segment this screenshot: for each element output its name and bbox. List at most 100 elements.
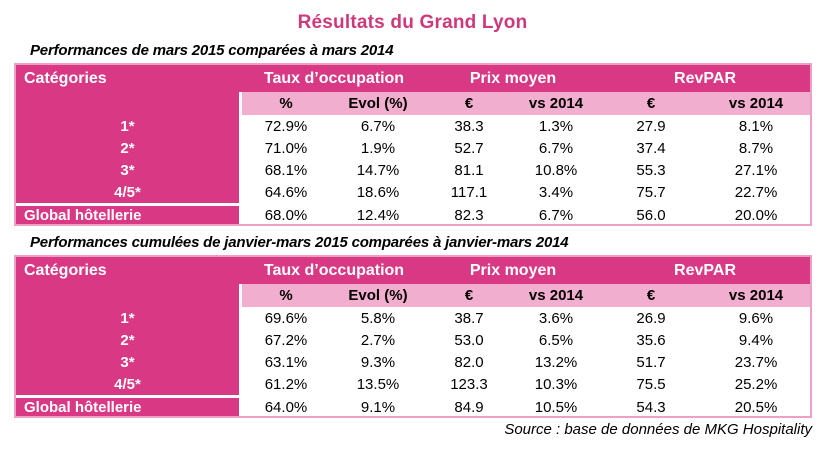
value-cell: 123.3 xyxy=(426,373,512,395)
table-row: 4/5* 64.6% 18.6% 117.1 3.4% 75.7 22.7% xyxy=(16,181,811,203)
category-cell: 1* xyxy=(16,307,242,329)
table-row: 2* 71.0% 1.9% 52.7 6.7% 37.4 8.7% xyxy=(16,137,811,159)
value-cell: 8.1% xyxy=(702,115,811,137)
value-cell: 53.0 xyxy=(426,329,512,351)
value-cell: 9.3% xyxy=(330,351,426,373)
table-row: 3* 63.1% 9.3% 82.0 13.2% 51.7 23.7% xyxy=(16,351,811,373)
value-cell: 27.1% xyxy=(702,159,811,181)
value-cell: 20.5% xyxy=(702,395,811,416)
value-cell: 61.2% xyxy=(242,373,330,395)
value-cell: 51.7 xyxy=(600,351,703,373)
value-cell: 25.2% xyxy=(702,373,811,395)
value-cell: 84.9 xyxy=(426,395,512,416)
value-cell: 6.7% xyxy=(512,203,601,224)
value-cell: 13.5% xyxy=(330,373,426,395)
value-cell: 37.4 xyxy=(600,137,703,159)
value-cell: 2.7% xyxy=(330,329,426,351)
value-cell: 3.4% xyxy=(512,181,601,203)
page-title: Résultats du Grand Lyon xyxy=(297,12,528,33)
sub-header-pm-vs2014: vs 2014 xyxy=(512,92,601,115)
sub-header-rp-vs2014: vs 2014 xyxy=(702,284,811,307)
value-cell: 81.1 xyxy=(426,159,512,181)
value-cell: 75.7 xyxy=(600,181,703,203)
sub-header-rp-eur: € xyxy=(600,92,703,115)
sub-header-rp-vs2014: vs 2014 xyxy=(702,92,811,115)
value-cell: 9.1% xyxy=(330,395,426,416)
table-row: 3* 68.1% 14.7% 81.1 10.8% 55.3 27.1% xyxy=(16,159,811,181)
sub-header-pm-eur: € xyxy=(426,92,512,115)
table-row: 4/5* 61.2% 13.5% 123.3 10.3% 75.5 25.2% xyxy=(16,373,811,395)
value-cell: 6.7% xyxy=(512,137,601,159)
table1-caption: Performances de mars 2015 comparées à ma… xyxy=(30,42,394,59)
value-cell: 54.3 xyxy=(600,395,703,416)
sub-header-pm-eur: € xyxy=(426,284,512,307)
value-cell: 10.3% xyxy=(512,373,601,395)
value-cell: 71.0% xyxy=(242,137,330,159)
col-header-revpar: RevPAR xyxy=(600,257,811,284)
value-cell: 55.3 xyxy=(600,159,703,181)
col-header-prix-moyen: Prix moyen xyxy=(426,257,601,284)
value-cell: 18.6% xyxy=(330,181,426,203)
value-cell: 27.9 xyxy=(600,115,703,137)
table-row: 1* 69.6% 5.8% 38.7 3.6% 26.9 9.6% xyxy=(16,307,811,329)
value-cell: 5.8% xyxy=(330,307,426,329)
value-cell: 75.5 xyxy=(600,373,703,395)
value-cell: 69.6% xyxy=(242,307,330,329)
value-cell: 63.1% xyxy=(242,351,330,373)
sub-header-row: % Evol (%) € vs 2014 € vs 2014 xyxy=(16,284,811,307)
total-label: Global hôtellerie xyxy=(16,395,242,416)
value-cell: 9.6% xyxy=(702,307,811,329)
value-cell: 52.7 xyxy=(426,137,512,159)
category-cell: 1* xyxy=(16,115,242,137)
table2-caption: Performances cumulées de janvier-mars 20… xyxy=(30,234,569,251)
sub-header-pm-vs2014: vs 2014 xyxy=(512,284,601,307)
sub-header-occ-evol: Evol (%) xyxy=(330,92,426,115)
sub-header-spacer xyxy=(16,92,242,115)
value-cell: 68.1% xyxy=(242,159,330,181)
category-cell: 4/5* xyxy=(16,373,242,395)
sub-header-row: % Evol (%) € vs 2014 € vs 2014 xyxy=(16,92,811,115)
value-cell: 56.0 xyxy=(600,203,703,224)
sub-header-rp-eur: € xyxy=(600,284,703,307)
value-cell: 22.7% xyxy=(702,181,811,203)
total-row: Global hôtellerie 68.0% 12.4% 82.3 6.7% … xyxy=(16,203,811,224)
category-cell: 4/5* xyxy=(16,181,242,203)
value-cell: 38.3 xyxy=(426,115,512,137)
value-cell: 67.2% xyxy=(242,329,330,351)
category-cell: 2* xyxy=(16,329,242,351)
value-cell: 38.7 xyxy=(426,307,512,329)
value-cell: 8.7% xyxy=(702,137,811,159)
col-header-categories: Catégories xyxy=(16,65,242,92)
sub-header-occ-evol: Evol (%) xyxy=(330,284,426,307)
value-cell: 82.3 xyxy=(426,203,512,224)
table-row: 1* 72.9% 6.7% 38.3 1.3% 27.9 8.1% xyxy=(16,115,811,137)
col-header-prix-moyen: Prix moyen xyxy=(426,65,601,92)
value-cell: 1.9% xyxy=(330,137,426,159)
value-cell: 10.5% xyxy=(512,395,601,416)
value-cell: 23.7% xyxy=(702,351,811,373)
sub-header-occ-pct: % xyxy=(242,284,330,307)
category-cell: 3* xyxy=(16,159,242,181)
table-row: 2* 67.2% 2.7% 53.0 6.5% 35.6 9.4% xyxy=(16,329,811,351)
table-cumul-janvier-mars: Catégories Taux d’occupation Prix moyen … xyxy=(14,255,813,418)
value-cell: 26.9 xyxy=(600,307,703,329)
category-cell: 3* xyxy=(16,351,242,373)
value-cell: 12.4% xyxy=(330,203,426,224)
value-cell: 20.0% xyxy=(702,203,811,224)
category-cell: 2* xyxy=(16,137,242,159)
group-header-row: Catégories Taux d’occupation Prix moyen … xyxy=(16,257,811,284)
group-header-row: Catégories Taux d’occupation Prix moyen … xyxy=(16,65,811,92)
total-label: Global hôtellerie xyxy=(16,203,242,224)
sub-header-spacer xyxy=(16,284,242,307)
value-cell: 35.6 xyxy=(600,329,703,351)
source-note: Source : base de données de MKG Hospital… xyxy=(504,421,812,438)
value-cell: 68.0% xyxy=(242,203,330,224)
value-cell: 64.0% xyxy=(242,395,330,416)
value-cell: 82.0 xyxy=(426,351,512,373)
col-header-categories: Catégories xyxy=(16,257,242,284)
col-header-taux-occupation: Taux d’occupation xyxy=(242,257,426,284)
value-cell: 14.7% xyxy=(330,159,426,181)
col-header-taux-occupation: Taux d’occupation xyxy=(242,65,426,92)
value-cell: 9.4% xyxy=(702,329,811,351)
